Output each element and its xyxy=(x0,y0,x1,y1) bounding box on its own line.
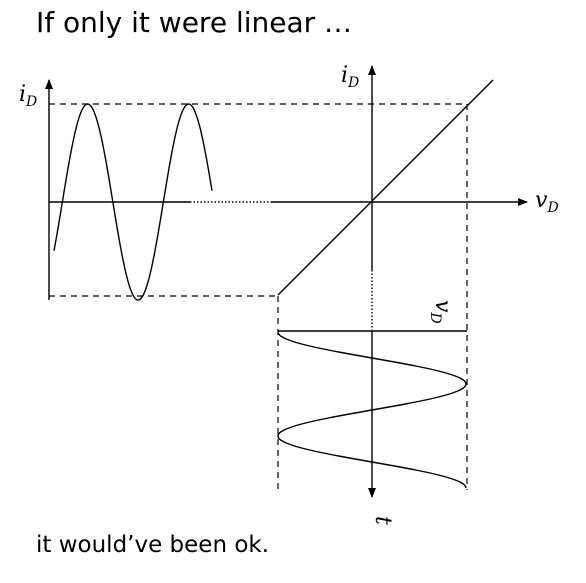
slide-caption: it would’ve been ok. xyxy=(36,532,270,558)
char-x-axis-label: vD xyxy=(535,188,559,216)
char-y-axis-label: iD xyxy=(341,63,359,91)
output-axis-label: vD xyxy=(427,300,455,324)
output-voltage-waveform xyxy=(277,331,467,489)
slide-title: If only it were linear … xyxy=(36,6,353,39)
linear-characteristic-line xyxy=(277,79,494,296)
input-axis-label: iD xyxy=(19,82,37,110)
input-current-waveform xyxy=(53,103,213,301)
time-axis-label: t xyxy=(370,516,395,525)
projection-lines xyxy=(49,103,468,490)
